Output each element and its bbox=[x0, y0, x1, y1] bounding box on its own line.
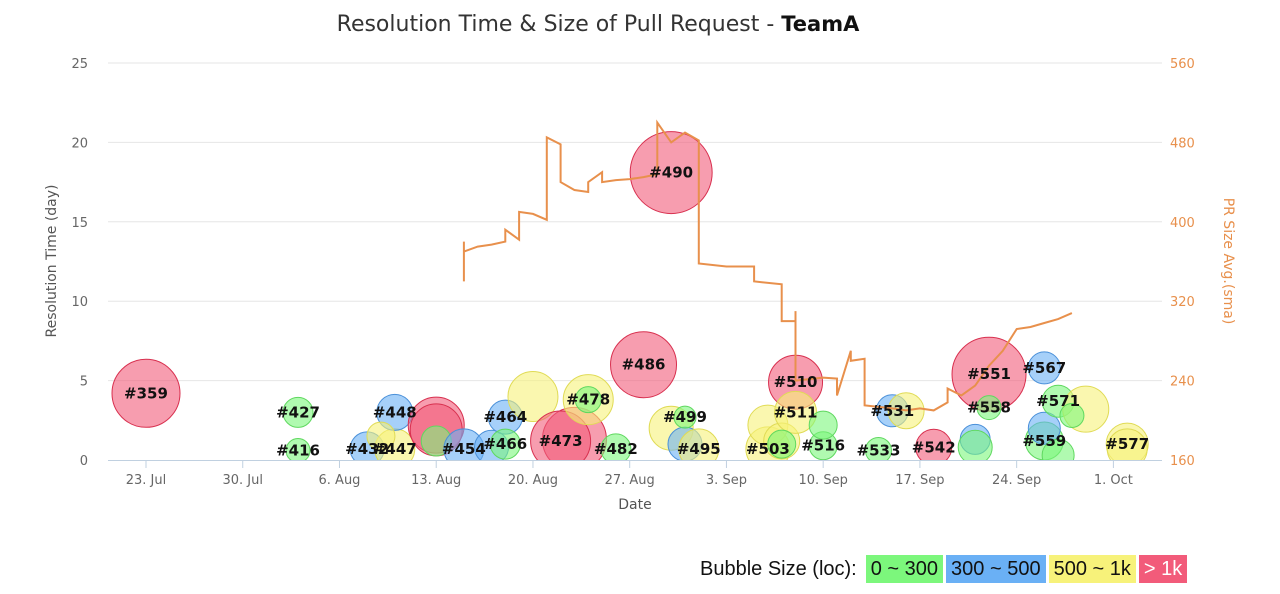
bubble-label: #447 bbox=[373, 440, 417, 458]
y2-tick-label: 480 bbox=[1170, 136, 1195, 151]
y2-tick-label: 320 bbox=[1170, 295, 1195, 310]
legend-title: Bubble Size (loc): bbox=[700, 557, 857, 580]
bubble-label: #464 bbox=[483, 408, 527, 426]
bubble-green[interactable] bbox=[864, 436, 892, 463]
bubble-label: #503 bbox=[746, 440, 790, 458]
chart-title-text: Resolution Time & Size of Pull Request - bbox=[337, 12, 782, 37]
bubble-blue[interactable] bbox=[1027, 351, 1061, 385]
y2-tick-label: 400 bbox=[1170, 216, 1195, 231]
y2-tick-label: 160 bbox=[1170, 454, 1195, 469]
bubble-label: #542 bbox=[912, 438, 956, 456]
bubble-label: #473 bbox=[539, 432, 583, 450]
bubble-green[interactable] bbox=[282, 396, 314, 428]
bubble-label: #559 bbox=[1022, 432, 1066, 450]
bubble-label: #466 bbox=[483, 435, 527, 453]
bubble-label: #482 bbox=[594, 440, 638, 458]
axes: 0 5 10 15 20 25 160 240 320 400 480 560 23. Jul 30. J… bbox=[71, 57, 1194, 488]
bubble-label: #432 bbox=[345, 440, 389, 458]
y2-tick-label: 240 bbox=[1170, 375, 1195, 390]
legend-item-red: > 1k bbox=[1138, 555, 1188, 583]
x-tick-label: 23. Jul bbox=[126, 473, 167, 488]
bubble-series bbox=[111, 131, 1149, 471]
bubble-green[interactable] bbox=[976, 395, 1002, 421]
sma-line-series bbox=[462, 119, 1073, 412]
bubble-red[interactable] bbox=[629, 131, 713, 215]
y-tick-label: 0 bbox=[80, 454, 88, 469]
bubble-label: #533 bbox=[857, 441, 901, 459]
bubble-label: #499 bbox=[663, 408, 707, 426]
y-tick-label: 5 bbox=[80, 375, 88, 390]
bubble-yellow[interactable] bbox=[1106, 428, 1148, 469]
x-tick-label: 17. Sep bbox=[895, 473, 944, 488]
chart-title-team: TeamA bbox=[781, 12, 860, 36]
legend-item-green: 0 ~ 300 bbox=[865, 555, 944, 583]
bubble-label: #577 bbox=[1105, 435, 1149, 453]
bubble-label: #486 bbox=[622, 356, 666, 374]
x-tick-label: 10. Sep bbox=[799, 473, 848, 488]
bubble-label: #416 bbox=[276, 441, 320, 459]
bubble-label: #551 bbox=[967, 365, 1011, 383]
bubble-green[interactable] bbox=[673, 405, 697, 429]
bubble-red[interactable] bbox=[530, 410, 592, 471]
x-tick-label: 13. Aug bbox=[411, 473, 461, 488]
bubble-red[interactable] bbox=[610, 331, 678, 399]
bubble-green[interactable] bbox=[767, 429, 797, 459]
bubble-chart: Resolution Time & Size of Pull Request -… bbox=[44, 12, 1236, 513]
bubble-label: #558 bbox=[967, 399, 1011, 417]
bubble-green[interactable] bbox=[808, 410, 838, 440]
x-tick-label: 24. Sep bbox=[992, 473, 1041, 488]
bubble-size-legend: Bubble Size (loc): 0 ~ 300 300 ~ 500 500… bbox=[700, 555, 1188, 583]
bubble-label: #571 bbox=[1036, 392, 1080, 410]
bubble-label: #510 bbox=[774, 373, 818, 391]
x-axis-title: Date bbox=[618, 497, 651, 513]
bubble-label: #359 bbox=[124, 384, 168, 402]
bubble-green[interactable] bbox=[489, 428, 521, 460]
chart-title: Resolution Time & Size of Pull Request -… bbox=[337, 12, 860, 37]
x-tick-label: 20. Aug bbox=[508, 473, 558, 488]
bubble-label: #511 bbox=[774, 403, 818, 421]
bubble-green[interactable] bbox=[957, 429, 993, 464]
bubble-label: #478 bbox=[566, 391, 610, 409]
bubble-green[interactable] bbox=[600, 433, 632, 464]
bubble-yellow[interactable] bbox=[366, 421, 396, 451]
bubble-label: #516 bbox=[801, 437, 845, 455]
bubble-yellow[interactable] bbox=[678, 428, 720, 469]
bubble-green[interactable] bbox=[574, 386, 602, 414]
y2-axis-title: PR Size Avg.(sma) bbox=[1220, 198, 1236, 325]
x-tick-label: 30. Jul bbox=[222, 473, 263, 488]
bubble-red[interactable] bbox=[111, 358, 181, 428]
y-tick-label: 10 bbox=[71, 295, 88, 310]
bubble-labels: #359 #416 #427 #432#447 #448 #454 #464 #466 #473… bbox=[124, 164, 1149, 460]
bubble-green[interactable] bbox=[285, 437, 311, 462]
x-tick-label: 1. Oct bbox=[1094, 473, 1133, 488]
y2-tick-label: 560 bbox=[1170, 57, 1195, 72]
x-tick-label: 27. Aug bbox=[605, 473, 655, 488]
y-tick-label: 20 bbox=[71, 136, 88, 151]
y-tick-label: 25 bbox=[71, 57, 88, 72]
x-tick-label: 6. Aug bbox=[319, 473, 361, 488]
bubble-label: #454 bbox=[442, 440, 486, 458]
legend-item-blue: 300 ~ 500 bbox=[946, 555, 1046, 583]
bubble-green[interactable] bbox=[1041, 438, 1075, 471]
y-tick-label: 15 bbox=[71, 216, 88, 231]
bubble-red[interactable] bbox=[915, 428, 953, 465]
bubble-label: #490 bbox=[649, 164, 693, 182]
bubble-label: #495 bbox=[677, 440, 721, 458]
y-axis-title: Resolution Time (day) bbox=[44, 185, 60, 338]
bubble-label: #427 bbox=[276, 403, 320, 421]
legend-item-yellow: 500 ~ 1k bbox=[1048, 555, 1136, 583]
x-tick-label: 3. Sep bbox=[706, 473, 747, 488]
bubble-blue[interactable] bbox=[1027, 411, 1061, 445]
bubble-label: #448 bbox=[373, 403, 417, 421]
bubble-green[interactable] bbox=[1059, 403, 1085, 429]
bubble-label: #567 bbox=[1022, 359, 1066, 377]
bubble-yellow[interactable] bbox=[507, 370, 559, 422]
sma-line bbox=[462, 119, 1073, 412]
bubble-label: #531 bbox=[870, 402, 914, 420]
